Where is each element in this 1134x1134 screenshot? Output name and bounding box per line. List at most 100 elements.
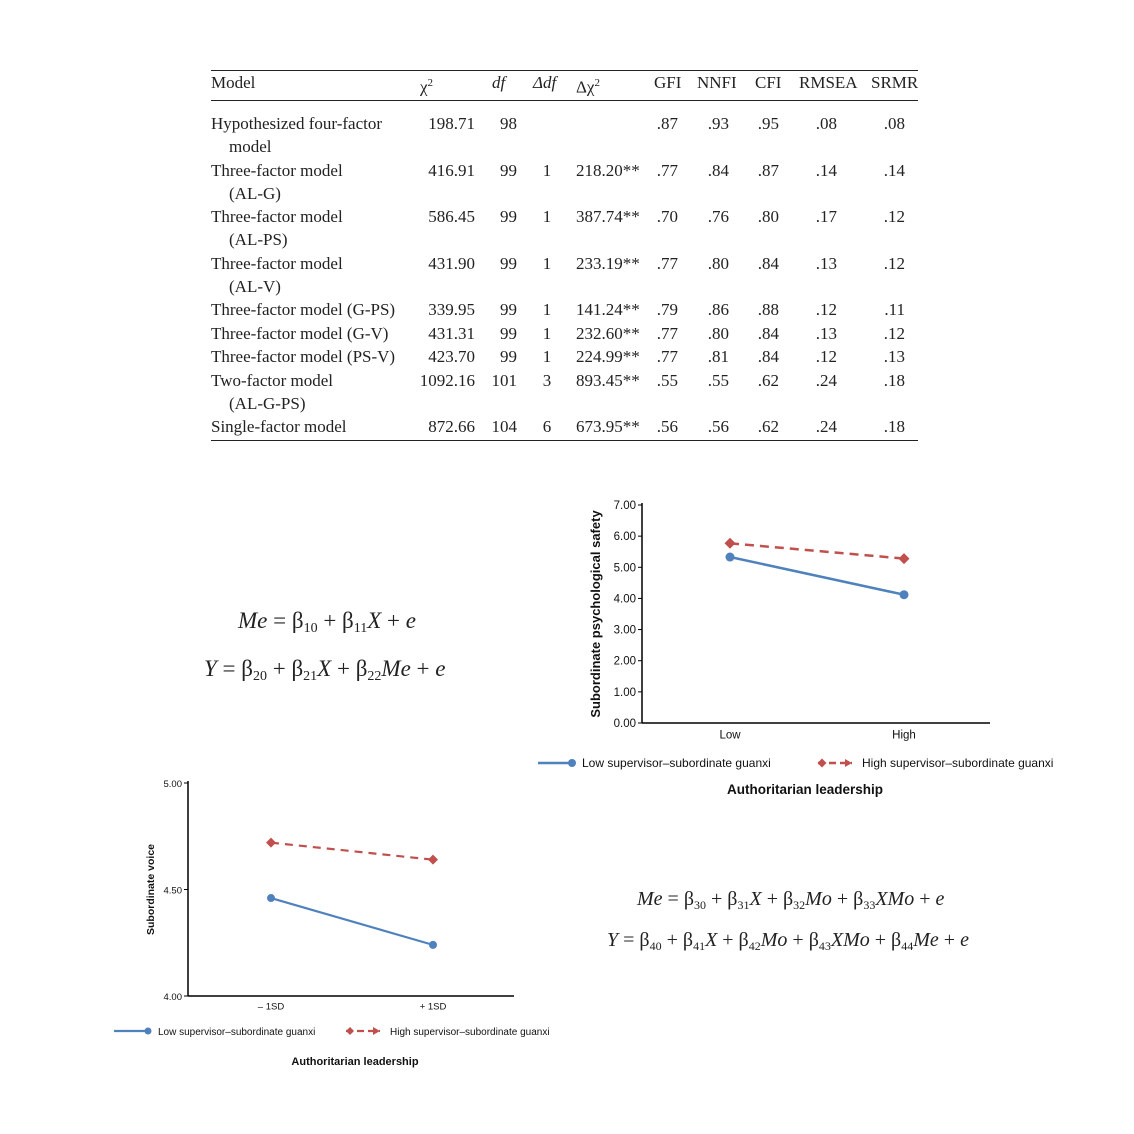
cell-dchi2: 218.20** bbox=[576, 160, 640, 180]
cell-ddf: 1 bbox=[542, 323, 552, 343]
cell-dchi2: 141.24** bbox=[576, 300, 640, 319]
cell-df: 101 bbox=[491, 370, 518, 390]
x-tick-label: – 1SD bbox=[258, 1002, 285, 1013]
data-point bbox=[266, 837, 276, 848]
cell-cfi: .62 bbox=[757, 370, 779, 390]
cell-gfi: .87 bbox=[656, 114, 678, 133]
cell-chi2: 431.31 bbox=[428, 323, 475, 343]
row-model-name-continued: (AL-PS) bbox=[229, 230, 288, 249]
row-model-name: Three-factor model (G-PS) bbox=[211, 300, 396, 319]
cell-cfi: .84 bbox=[757, 323, 779, 343]
row-model-name-continued: (AL-V) bbox=[229, 276, 281, 296]
legend-arrow bbox=[373, 1027, 380, 1035]
cell-srmr: .18 bbox=[883, 417, 905, 436]
cell-nnfi: .86 bbox=[707, 300, 729, 319]
row-model-name: Three-factor model bbox=[211, 253, 343, 273]
cell-dchi2: 232.60** bbox=[576, 323, 640, 343]
legend-label: High supervisor–subordinate guanxi bbox=[862, 756, 1053, 770]
cell-srmr: .14 bbox=[883, 160, 905, 180]
cell-cfi: .95 bbox=[757, 114, 779, 133]
y-axis-label: Subordinate psychological safety bbox=[588, 510, 603, 718]
cell-dchi2: 673.95** bbox=[576, 417, 640, 436]
cell-srmr: .08 bbox=[883, 114, 905, 133]
legend-marker bbox=[568, 759, 576, 767]
cell-dchi2: 387.74** bbox=[576, 207, 640, 226]
cell-gfi: .55 bbox=[656, 370, 678, 390]
cell-srmr: .11 bbox=[884, 300, 905, 319]
equation-moderated-outcome: Y = β40 + β41X + β42Mo + β43XMo + β44Me … bbox=[607, 929, 969, 953]
header-delta-df: Δdf bbox=[533, 73, 557, 92]
cell-df: 99 bbox=[500, 300, 517, 319]
data-point bbox=[899, 590, 909, 600]
cell-chi2: 423.70 bbox=[428, 347, 475, 366]
y-axis-label: Subordinate voice bbox=[145, 844, 157, 935]
header-df: df bbox=[492, 73, 506, 92]
cell-nnfi: .80 bbox=[707, 253, 729, 273]
table-header-rule bbox=[211, 100, 918, 101]
cell-cfi: .84 bbox=[757, 253, 779, 273]
y-tick-label: 5.00 bbox=[164, 779, 183, 790]
cell-cfi: .87 bbox=[757, 160, 779, 180]
legend-label: High supervisor–subordinate guanxi bbox=[390, 1027, 550, 1038]
header-rmsea: RMSEA bbox=[799, 73, 858, 92]
cell-cfi: .80 bbox=[757, 207, 779, 226]
y-tick-label: 4.00 bbox=[164, 992, 183, 1003]
data-point bbox=[428, 854, 438, 865]
cell-nnfi: .80 bbox=[707, 323, 729, 343]
cell-rmsea: .14 bbox=[815, 160, 837, 180]
y-tick-label: 2.00 bbox=[614, 656, 636, 668]
data-point bbox=[267, 894, 275, 903]
subordinate-voice-chart: 4.00 4.50 5.00 – 1SD + 1SD Subordinate voice L… bbox=[114, 779, 550, 1068]
cell-df: 104 bbox=[491, 417, 518, 436]
series-line-high-guanxi bbox=[729, 542, 905, 560]
cell-chi2: 1092.16 bbox=[419, 370, 475, 390]
cell-rmsea: .17 bbox=[815, 207, 837, 226]
cell-rmsea: .12 bbox=[815, 347, 837, 366]
cell-dchi2: 224.99** bbox=[576, 347, 640, 366]
series-line-high-guanxi bbox=[270, 841, 434, 861]
y-tick-label: 1.00 bbox=[614, 687, 636, 699]
row-model-name: Three-factor model (G-V) bbox=[211, 323, 389, 343]
y-tick-label: 7.00 bbox=[614, 500, 636, 512]
row-model-name: Single-factor model bbox=[211, 417, 347, 436]
legend-arrow bbox=[845, 759, 852, 767]
cell-gfi: .77 bbox=[656, 160, 678, 180]
data-point bbox=[724, 537, 736, 549]
cell-nnfi: .81 bbox=[707, 347, 729, 366]
cell-df: 99 bbox=[500, 207, 517, 226]
psychological-safety-chart: 0.00 1.00 2.00 3.00 4.00 5.00 6.00 7.00 Low High S… bbox=[538, 500, 1053, 797]
row-model-name: Three-factor model bbox=[211, 207, 343, 226]
legend-label: Low supervisor–subordinate guanxi bbox=[582, 756, 771, 770]
cell-df: 99 bbox=[500, 347, 517, 366]
cell-ddf: 1 bbox=[542, 300, 552, 319]
y-tick-label: 5.00 bbox=[614, 562, 636, 574]
x-axis-label: Authoritarian leadership bbox=[727, 782, 883, 797]
cell-cfi: .62 bbox=[757, 417, 779, 436]
cell-chi2: 339.95 bbox=[428, 300, 475, 319]
header-gfi: GFI bbox=[654, 73, 682, 92]
cell-gfi: .77 bbox=[656, 347, 678, 366]
row-model-name: Two-factor model bbox=[211, 370, 334, 390]
cell-df: 99 bbox=[500, 323, 517, 343]
x-tick-label: High bbox=[892, 730, 916, 742]
equation-mediator: Me = β10 + β11X + e bbox=[238, 608, 416, 636]
cell-nnfi: .56 bbox=[707, 417, 729, 436]
row-model-name: Three-factor model bbox=[211, 160, 343, 180]
row-model-name: Hypothesized four-factor bbox=[211, 114, 383, 133]
cell-df: 99 bbox=[500, 160, 517, 180]
cell-chi2: 416.91 bbox=[428, 160, 475, 180]
cell-nnfi: .55 bbox=[707, 370, 729, 390]
equation-outcome: Y = β20 + β21X + β22Me + e bbox=[204, 656, 446, 684]
cell-ddf: 1 bbox=[542, 253, 552, 273]
legend-label: Low supervisor–subordinate guanxi bbox=[158, 1027, 315, 1038]
cell-rmsea: .24 bbox=[815, 370, 837, 390]
cell-gfi: .77 bbox=[656, 253, 678, 273]
row-model-name: Three-factor model (PS-V) bbox=[211, 347, 396, 366]
cell-gfi: .56 bbox=[656, 417, 678, 436]
y-tick-label: 4.50 bbox=[164, 886, 183, 897]
series-line-low-guanxi bbox=[729, 555, 905, 596]
row-model-name-continued: (AL-G-PS) bbox=[229, 393, 306, 413]
equation-moderated-mediator: Me = β30 + β31X + β32Mo + β33XMo + e bbox=[637, 888, 945, 912]
data-point bbox=[429, 940, 437, 949]
header-nnfi: NNFI bbox=[697, 73, 737, 92]
